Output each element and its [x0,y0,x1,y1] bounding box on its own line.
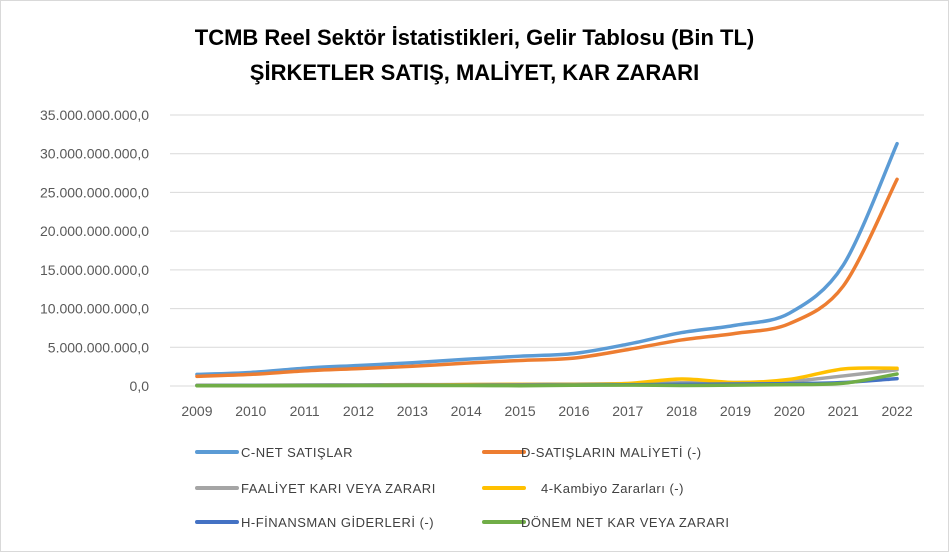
x-tick-label: 2019 [720,403,751,419]
y-tick-label: 15.000.000.000,0 [40,262,149,278]
x-tick-label: 2014 [451,403,482,419]
legend-label: FAALİYET KARI VEYA ZARARI [241,481,436,496]
x-tick-label: 2009 [181,403,212,419]
x-tick-label: 2010 [235,403,266,419]
x-tick-label: 2022 [881,403,912,419]
y-tick-label: 20.000.000.000,0 [40,223,149,239]
y-tick-label: 0,0 [130,378,150,394]
x-tick-label: 2015 [504,403,535,419]
x-tick-label: 2018 [666,403,697,419]
series-line [195,141,899,377]
series-line [195,177,899,379]
series-line [195,372,899,388]
y-tick-label: 25.000.000.000,0 [40,184,149,200]
y-tick-label: 10.000.000.000,0 [40,301,149,317]
y-tick-label: 30.000.000.000,0 [40,146,149,162]
legend-label: DÖNEM NET KAR VEYA ZARARI [521,515,730,530]
x-tick-label: 2013 [397,403,428,419]
x-tick-label: 2020 [774,403,805,419]
legend-label: D-SATIŞLARIN MALİYETİ (-) [521,445,702,460]
x-tick-label: 2016 [558,403,589,419]
x-tick-label: 2012 [343,403,374,419]
chart-title: TCMB Reel Sektör İstatistikleri, Gelir T… [194,25,755,50]
legend-label: C-NET SATIŞLAR [241,445,353,460]
chart-subtitle: ŞİRKETLER SATIŞ, MALİYET, KAR ZARARI [249,60,700,85]
y-tick-label: 5.000.000.000,0 [48,339,149,355]
x-tick-label: 2021 [828,403,859,419]
x-tick-label: 2011 [290,403,320,419]
legend-label: 4-Kambiyo Zararları (-) [541,481,684,496]
x-tick-label: 2017 [612,403,643,419]
legend-label: H-FİNANSMAN GİDERLERİ (-) [241,515,434,530]
y-tick-label: 35.000.000.000,0 [40,107,149,123]
